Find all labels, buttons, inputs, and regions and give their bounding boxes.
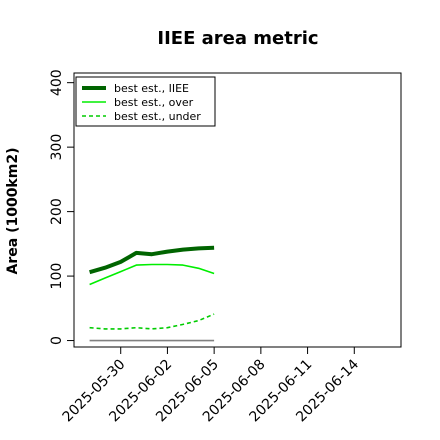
y-tick-label: 400: [49, 69, 65, 96]
legend-label: best est., under: [114, 110, 201, 123]
series-line-0: [89, 245, 215, 275]
legend-label: best est., over: [114, 96, 194, 109]
y-tick-label: 300: [49, 134, 65, 161]
y-tick-label: 200: [49, 198, 65, 225]
series-line-1: [89, 263, 215, 286]
series-line-2: [89, 313, 215, 330]
y-tick-label: 100: [49, 263, 65, 290]
y-axis-label: Area (1000km2): [5, 148, 21, 275]
legend-label: best est., IIEE: [114, 82, 189, 95]
plot-frame: [73, 72, 402, 348]
chart-title: IIEE area metric: [157, 28, 318, 49]
y-tick-label: 0: [49, 336, 65, 345]
series-layer: [89, 245, 215, 342]
